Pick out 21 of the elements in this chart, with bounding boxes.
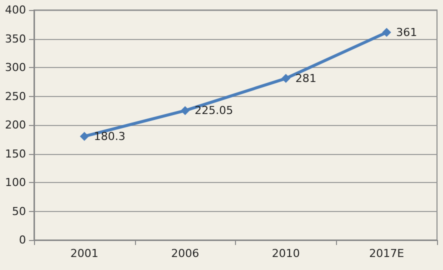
data-label: 180.3 bbox=[94, 130, 126, 143]
y-tick-label: 50 bbox=[12, 204, 26, 218]
y-tick-label: 350 bbox=[5, 32, 26, 46]
point bbox=[80, 132, 89, 141]
y-tick-label: 100 bbox=[5, 176, 26, 189]
x-tick-label: 2001 bbox=[70, 247, 98, 260]
y-tick-label: 250 bbox=[5, 90, 26, 103]
x-tick-label: 2006 bbox=[171, 247, 200, 260]
data-label: 361 bbox=[396, 26, 418, 39]
data-label: 281 bbox=[295, 72, 316, 85]
y-tick-label: 0 bbox=[19, 234, 26, 246]
y-tick-label: 150 bbox=[5, 147, 26, 160]
y-tick-label: 300 bbox=[5, 61, 26, 74]
x-tick-label: 2017E bbox=[369, 247, 404, 260]
x-tick-label: 2010 bbox=[272, 247, 300, 260]
point bbox=[382, 28, 392, 37]
y-tick-label: 200 bbox=[5, 118, 26, 132]
data-label: 225.05 bbox=[194, 104, 234, 118]
y-tick-label: 400 bbox=[5, 4, 26, 16]
point bbox=[180, 106, 190, 116]
point bbox=[281, 74, 290, 83]
